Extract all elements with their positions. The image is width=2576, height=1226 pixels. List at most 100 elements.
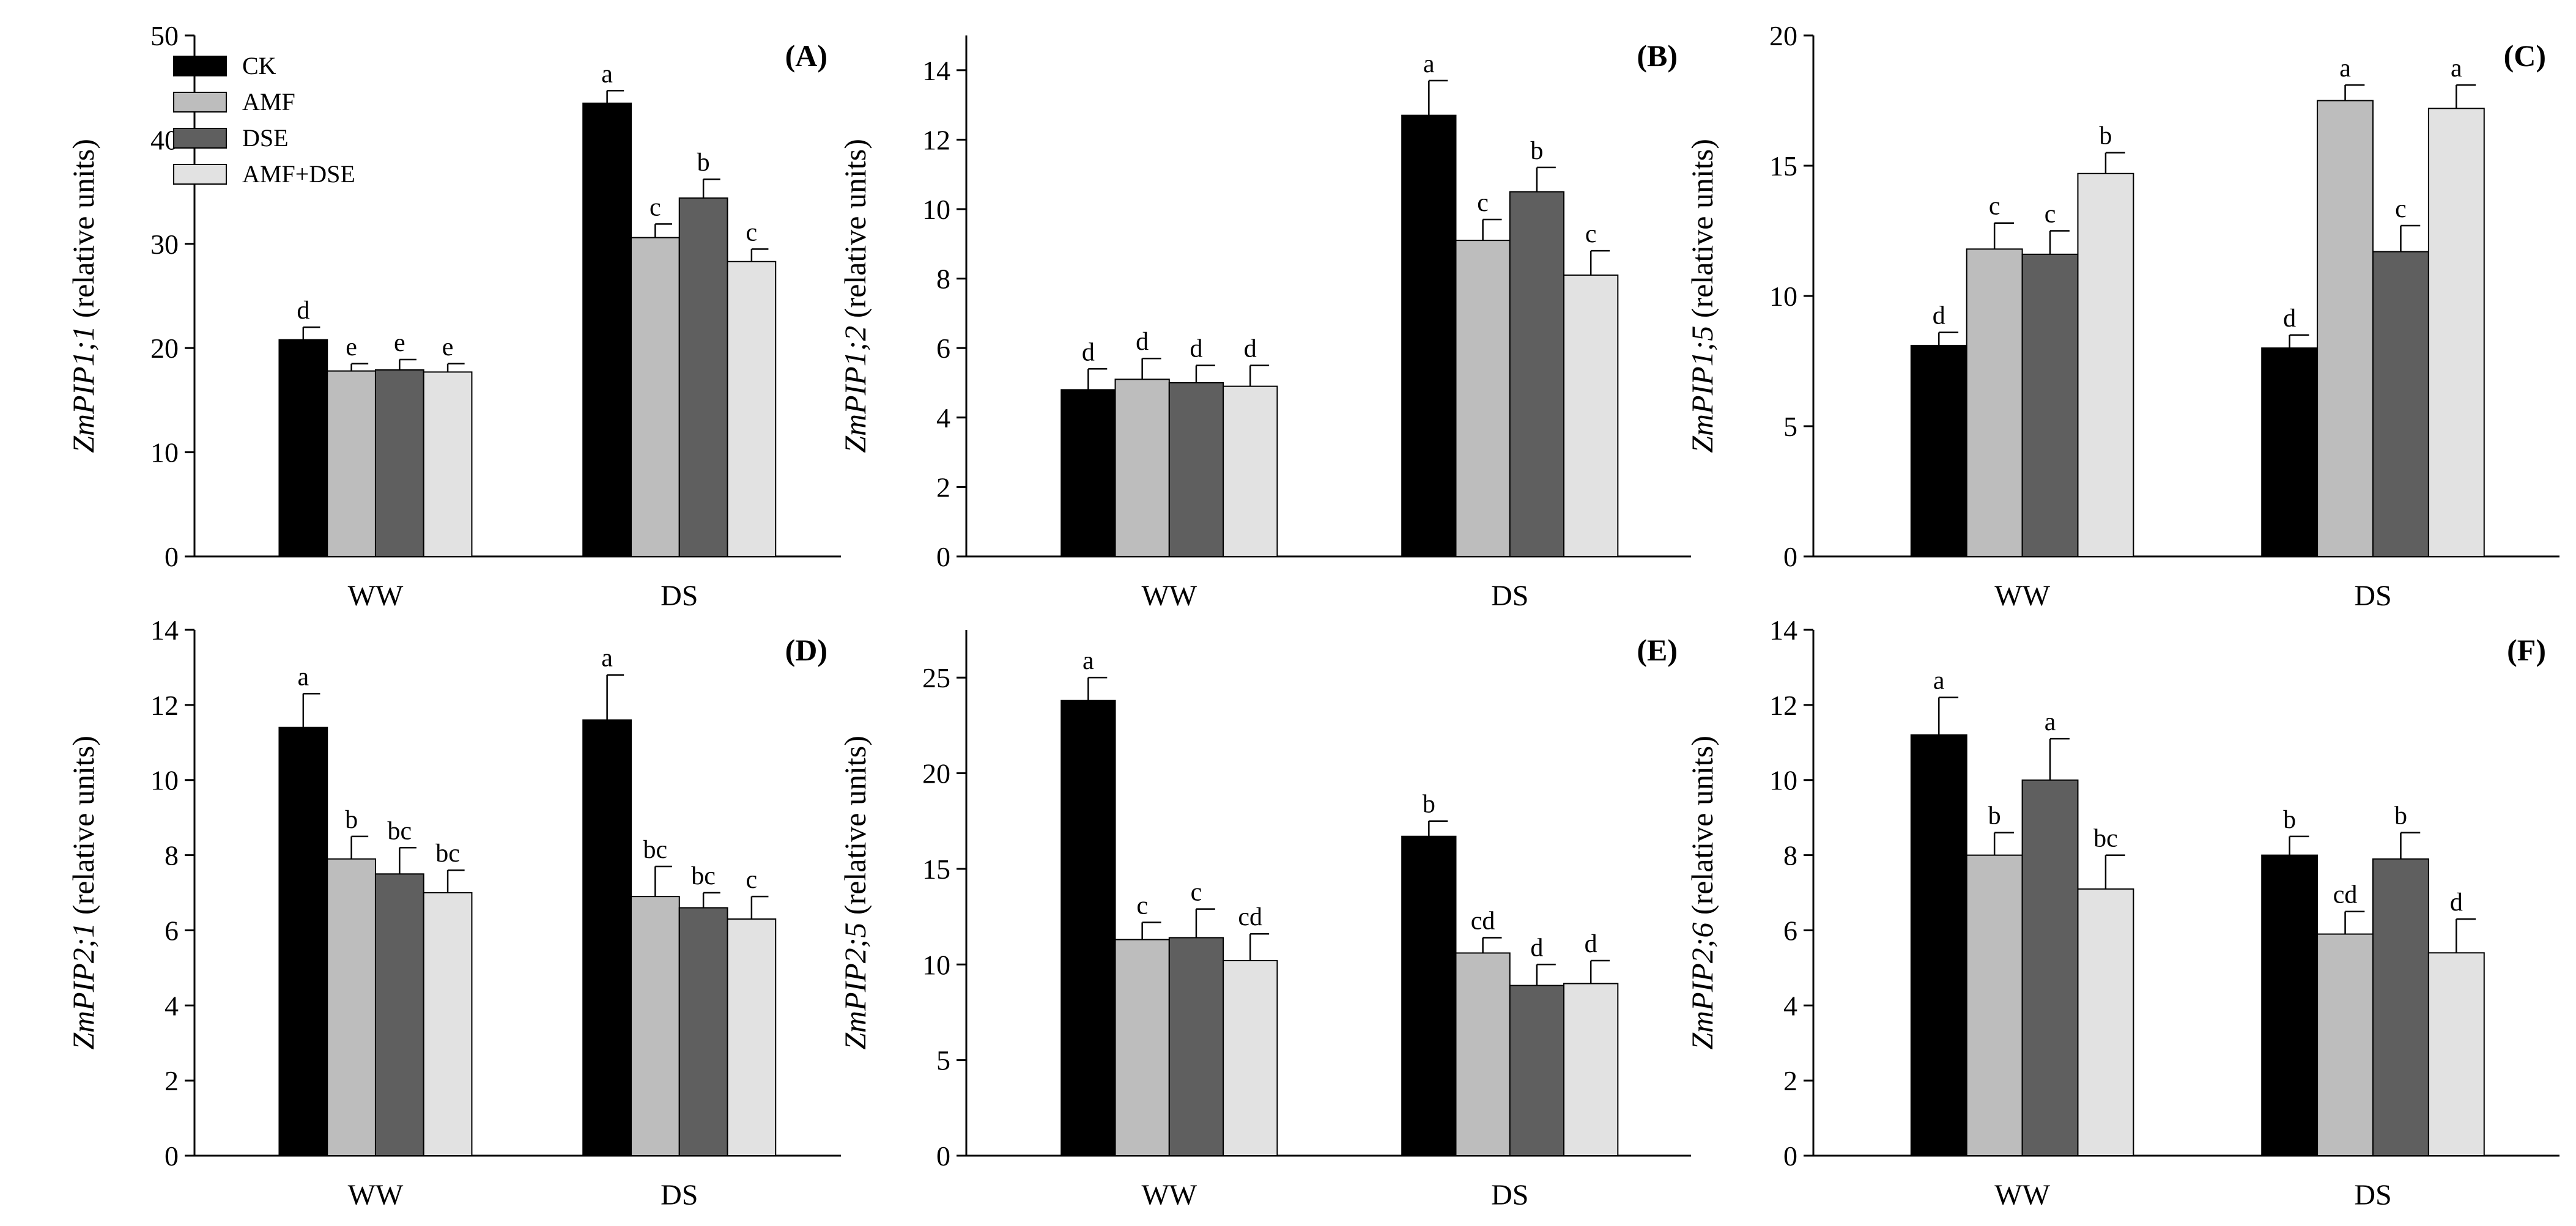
panel-f: 0 2 4 6 8 10 12 14 ZmPIP2;6 (relative units) (F) a… [1685,615,2559,1211]
y-axis-unit: (relative units) [838,736,872,922]
y-tick-label: 25 [922,662,950,693]
y-tick-label: 2 [165,1065,179,1096]
significance-letter: bc [435,840,460,868]
y-tick-label: 14 [1769,615,1797,646]
y-tick-label: 10 [1769,765,1797,796]
bar [1223,385,1278,557]
bar [1168,937,1224,1157]
significance-letter: c [746,866,758,894]
significance-letter: bc [643,836,668,864]
significance-letter: c [650,193,661,221]
x-tick-label: DS [1491,1179,1528,1211]
significance-letter: a [601,60,613,88]
y-axis-title: ZmPIP1;1 (relative units) [66,139,100,453]
y-tick-label: 10 [922,194,950,225]
x-tick-label: DS [661,580,698,612]
bar [1910,344,1967,557]
y-tick-label: 5 [1783,411,1797,442]
significance-letter: d [1244,335,1257,363]
bar [2021,253,2079,557]
significance-letter: cd [2333,881,2358,909]
y-axis-gene: ZmPIP1;2 [838,326,872,453]
y-axis-gene: ZmPIP1;5 [1685,326,1719,453]
y-tick-label: 4 [165,990,179,1021]
y-axis-unit: (relative units) [838,139,872,325]
significance-letter: a [1083,647,1094,675]
y-axis-title: ZmPIP2;1 (relative units) [66,736,100,1050]
y-tick-label: 10 [1769,281,1797,312]
x-tick-label: WW [1141,1179,1197,1211]
significance-letter: a [601,644,613,673]
significance-letter: e [346,333,357,361]
significance-letter: b [697,149,710,177]
legend-label: CK [242,52,276,79]
significance-letter: bc [691,862,716,890]
significance-letter: d [1933,302,1945,330]
bar [2261,854,2319,1156]
significance-letter: b [2099,122,2112,150]
x-tick-label: WW [1994,1179,2050,1211]
y-axis-gene: ZmPIP2;5 [838,923,872,1050]
y-tick-label: 15 [1769,150,1797,182]
significance-letter: d [1136,328,1149,356]
significance-letter: a [1933,667,1945,695]
y-tick-label: 0 [936,541,950,572]
bar [278,726,328,1156]
bar [327,370,376,557]
significance-letter: d [2450,888,2463,917]
y-tick-label: 2 [936,471,950,503]
y-tick-label: 20 [1769,20,1797,51]
bar [1455,952,1511,1156]
bar [727,918,777,1156]
y-tick-label: 15 [922,854,950,885]
y-tick-label: 20 [922,758,950,789]
bar [1966,854,2023,1156]
bar [1910,734,1967,1156]
significance-letter: c [1989,193,2000,221]
panel-d: 0 2 4 6 8 10 12 14 ZmPIP2;1 (relative units) (D) a… [66,615,841,1211]
bar [2372,251,2429,557]
y-tick-label: 14 [150,615,179,646]
y-tick-label: 2 [1783,1065,1797,1096]
bar [582,102,632,557]
y-axis-unit: (relative units) [66,139,100,325]
bar [1966,248,2023,557]
bar [2372,858,2429,1156]
y-tick-label: 8 [1783,840,1797,871]
x-tick-label: WW [1141,580,1197,612]
significance-letter: d [1082,338,1095,366]
bar [1509,984,1565,1156]
significance-letter: cd [1471,907,1495,935]
bar [327,858,376,1156]
significance-letter: b [2394,802,2407,830]
panel-tag: (D) [785,633,827,667]
panel-c: 0 5 10 15 20 ZmPIP1;5 (relative units) (C) d c c b… [1685,20,2559,612]
bar [1060,389,1116,557]
y-tick-label: 0 [1783,1140,1797,1172]
y-tick-label: 50 [150,20,179,51]
bar [678,907,728,1156]
significance-letter: bc [2093,825,2118,853]
panel-tag: (C) [2504,39,2546,73]
significance-letter: b [2283,806,2296,834]
bar [1168,382,1224,557]
significance-letter: c [1585,220,1597,248]
significance-letter: a [298,663,309,691]
significance-letter: b [1988,802,2001,830]
significance-letter: b [345,806,358,834]
significance-letter: a [2045,708,2056,736]
bar [2077,172,2134,557]
bar [631,237,680,557]
bar [1563,983,1619,1156]
bar [278,339,328,557]
significance-letter: c [1477,189,1489,217]
significance-letter: cd [1238,903,1262,931]
y-tick-label: 6 [165,915,179,946]
bar [582,719,632,1156]
y-axis-gene: ZmPIP2;1 [66,923,100,1050]
bar [631,896,680,1156]
bar [374,369,424,557]
y-tick-label: 0 [165,1140,179,1172]
y-tick-label: 5 [936,1045,950,1076]
bar [1563,274,1619,557]
